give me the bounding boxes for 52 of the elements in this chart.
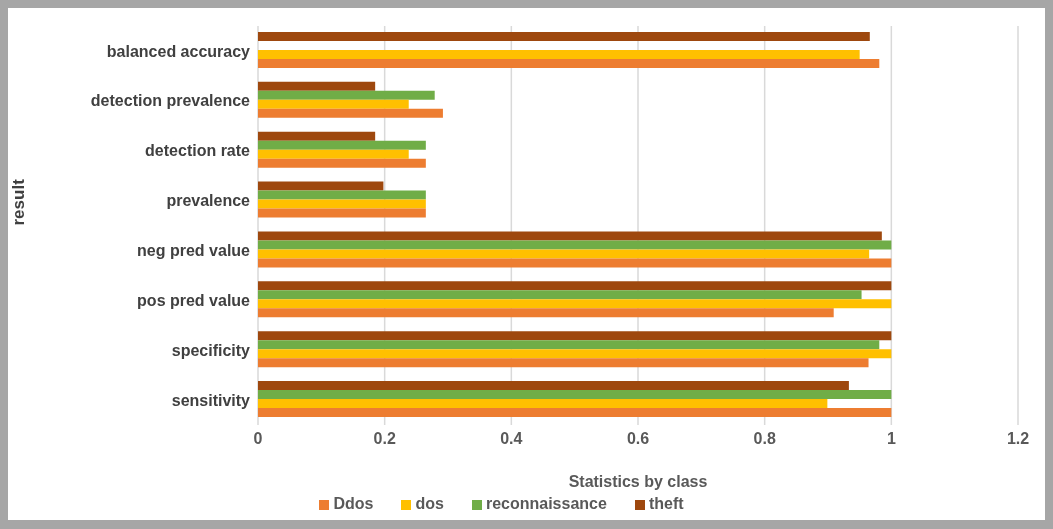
y-tick-label: prevalence (166, 192, 251, 210)
x-tick-label: 1 (886, 430, 896, 448)
bar (258, 140, 426, 150)
x-tick-label: 0 (253, 430, 263, 448)
bar (258, 240, 892, 250)
bar (258, 58, 880, 68)
bar (258, 299, 892, 309)
x-axis-title: Statistics by class (568, 473, 708, 490)
x-tick-label: 0.8 (753, 430, 776, 448)
bar (258, 408, 892, 418)
bar (258, 31, 870, 41)
y-axis-title: result (9, 178, 29, 226)
bar (258, 199, 426, 209)
legend-label: dos (415, 495, 444, 512)
legend-label: reconnaissance (485, 495, 607, 512)
bar (258, 281, 892, 291)
bar (258, 149, 409, 159)
y-tick-label: neg pred value (137, 242, 251, 260)
bar (258, 90, 435, 100)
bar (258, 190, 426, 200)
legend-label: theft (648, 495, 684, 512)
bar (258, 308, 834, 318)
y-tick-label: pos pred value (137, 291, 251, 309)
bar (258, 208, 426, 218)
bar (258, 181, 384, 191)
bar (258, 340, 880, 350)
y-tick-label: sensitivity (171, 391, 251, 409)
y-tick-label: detection rate (145, 142, 251, 160)
x-tick-label: 0.4 (500, 430, 523, 448)
bar (258, 81, 376, 91)
y-tick-label: specificity (171, 341, 251, 359)
bar (258, 331, 892, 341)
x-tick-label: 1.2 (1006, 430, 1030, 448)
bar (258, 108, 443, 118)
y-tick-label: detection prevalence (90, 92, 251, 110)
bar (258, 99, 409, 109)
bar (258, 49, 860, 59)
bar (258, 249, 870, 259)
legend-label: Ddos (333, 495, 374, 512)
bar (258, 390, 892, 400)
bar (258, 381, 849, 391)
y-tick-label: balanced accuracy (106, 42, 251, 60)
bar (258, 131, 376, 141)
x-tick-label: 0.6 (626, 430, 650, 448)
bar (258, 290, 862, 300)
x-tick-label: 0.2 (373, 430, 396, 448)
bar (258, 399, 828, 409)
bar (258, 358, 869, 368)
bar (258, 258, 892, 268)
bar (258, 158, 426, 168)
bar (258, 231, 882, 241)
bar (258, 349, 892, 359)
